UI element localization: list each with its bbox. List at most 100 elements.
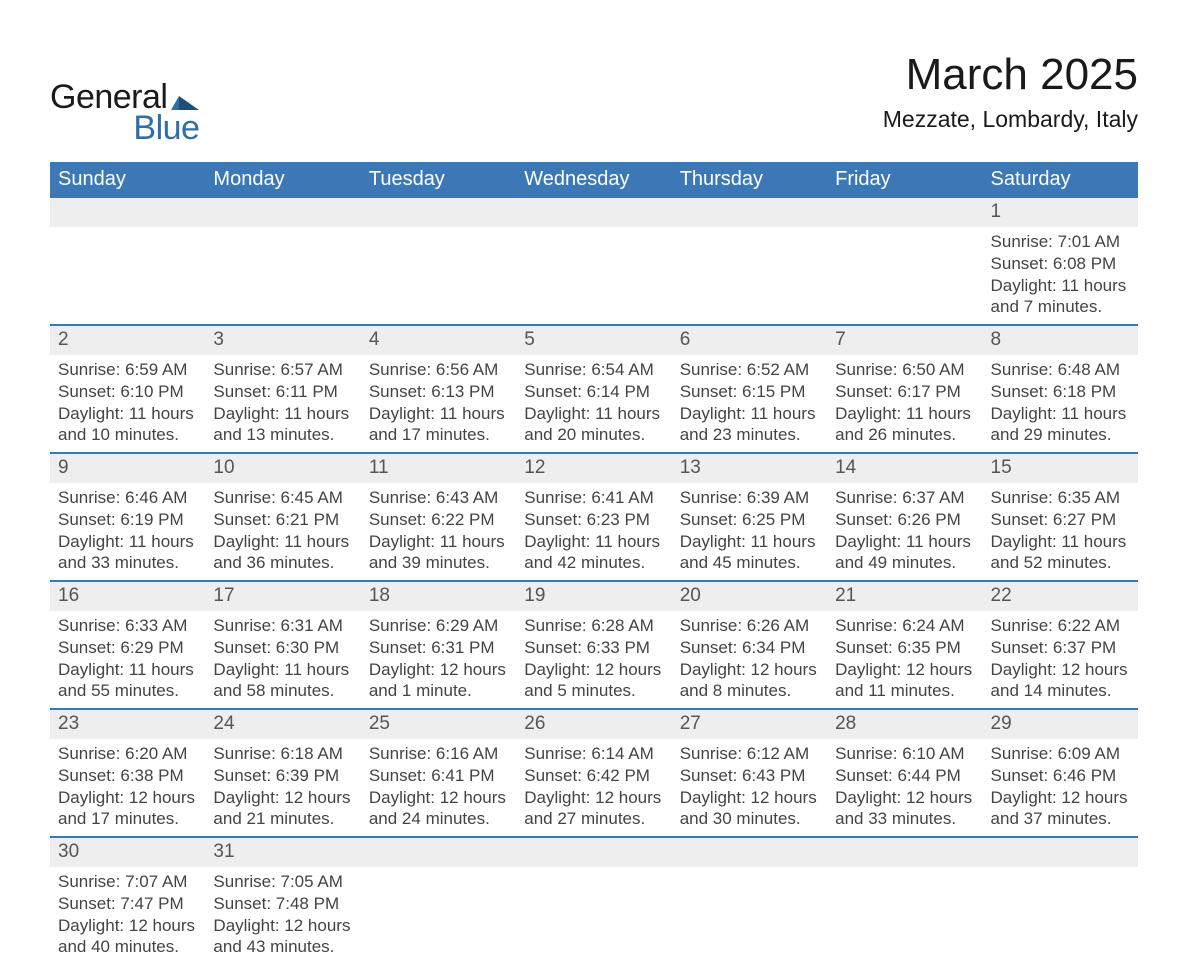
sunset-text: Sunset: 6:43 PM [680, 765, 819, 787]
day-number-cell: 8 [983, 325, 1138, 355]
daylight-text: Daylight: 12 hours and 27 minutes. [524, 787, 663, 831]
day-number-cell: 28 [827, 709, 982, 739]
day-detail-cell: Sunrise: 6:28 AMSunset: 6:33 PMDaylight:… [516, 611, 671, 709]
sunset-text: Sunset: 6:33 PM [524, 637, 663, 659]
day-detail-cell: Sunrise: 6:46 AMSunset: 6:19 PMDaylight:… [50, 483, 205, 581]
daylight-text: Daylight: 12 hours and 5 minutes. [524, 659, 663, 703]
day-detail-row: Sunrise: 7:07 AMSunset: 7:47 PMDaylight:… [50, 867, 1138, 964]
sunrise-text: Sunrise: 7:01 AM [991, 231, 1130, 253]
sunset-text: Sunset: 6:19 PM [58, 509, 197, 531]
day-number-cell: 31 [205, 837, 360, 867]
day-detail-cell: Sunrise: 6:24 AMSunset: 6:35 PMDaylight:… [827, 611, 982, 709]
day-number-cell [672, 198, 827, 227]
day-number-cell: 23 [50, 709, 205, 739]
sunset-text: Sunset: 6:13 PM [369, 381, 508, 403]
sunset-text: Sunset: 6:41 PM [369, 765, 508, 787]
day-number-cell [205, 198, 360, 227]
daylight-text: Daylight: 12 hours and 8 minutes. [680, 659, 819, 703]
day-number-cell: 15 [983, 453, 1138, 483]
day-number-cell [672, 837, 827, 867]
sunrise-text: Sunrise: 6:09 AM [991, 743, 1130, 765]
sunrise-text: Sunrise: 6:54 AM [524, 359, 663, 381]
day-number-row: 16171819202122 [50, 581, 1138, 611]
sunset-text: Sunset: 6:15 PM [680, 381, 819, 403]
day-number-row: 3031 [50, 837, 1138, 867]
day-number-cell: 20 [672, 581, 827, 611]
day-number-cell: 26 [516, 709, 671, 739]
day-number-cell [516, 837, 671, 867]
sunset-text: Sunset: 6:17 PM [835, 381, 974, 403]
daylight-text: Daylight: 12 hours and 40 minutes. [58, 915, 197, 959]
day-detail-cell: Sunrise: 6:59 AMSunset: 6:10 PMDaylight:… [50, 355, 205, 453]
daylight-text: Daylight: 12 hours and 14 minutes. [991, 659, 1130, 703]
day-detail-row: Sunrise: 6:46 AMSunset: 6:19 PMDaylight:… [50, 483, 1138, 581]
daylight-text: Daylight: 11 hours and 33 minutes. [58, 531, 197, 575]
day-number-cell [361, 198, 516, 227]
daylight-text: Daylight: 12 hours and 17 minutes. [58, 787, 197, 831]
day-number-cell: 27 [672, 709, 827, 739]
sunset-text: Sunset: 6:23 PM [524, 509, 663, 531]
sunrise-text: Sunrise: 6:28 AM [524, 615, 663, 637]
day-detail-cell: Sunrise: 6:41 AMSunset: 6:23 PMDaylight:… [516, 483, 671, 581]
day-number-cell: 21 [827, 581, 982, 611]
location-subtitle: Mezzate, Lombardy, Italy [883, 106, 1138, 133]
day-detail-cell: Sunrise: 6:50 AMSunset: 6:17 PMDaylight:… [827, 355, 982, 453]
day-detail-cell: Sunrise: 6:57 AMSunset: 6:11 PMDaylight:… [205, 355, 360, 453]
day-detail-cell: Sunrise: 6:56 AMSunset: 6:13 PMDaylight:… [361, 355, 516, 453]
day-number-cell: 25 [361, 709, 516, 739]
daylight-text: Daylight: 12 hours and 24 minutes. [369, 787, 508, 831]
day-number-cell: 13 [672, 453, 827, 483]
calendar-table: SundayMondayTuesdayWednesdayThursdayFrid… [50, 162, 1138, 964]
day-number-cell: 19 [516, 581, 671, 611]
day-header: Wednesday [516, 162, 671, 198]
sunrise-text: Sunrise: 6:57 AM [213, 359, 352, 381]
day-number-cell: 22 [983, 581, 1138, 611]
day-detail-cell: Sunrise: 6:29 AMSunset: 6:31 PMDaylight:… [361, 611, 516, 709]
day-detail-row: Sunrise: 6:59 AMSunset: 6:10 PMDaylight:… [50, 355, 1138, 453]
daylight-text: Daylight: 12 hours and 33 minutes. [835, 787, 974, 831]
sunrise-text: Sunrise: 6:16 AM [369, 743, 508, 765]
day-detail-cell: Sunrise: 6:43 AMSunset: 6:22 PMDaylight:… [361, 483, 516, 581]
daylight-text: Daylight: 11 hours and 17 minutes. [369, 403, 508, 447]
day-header: Sunday [50, 162, 205, 198]
sunrise-text: Sunrise: 7:05 AM [213, 871, 352, 893]
day-header: Tuesday [361, 162, 516, 198]
day-detail-cell [827, 867, 982, 964]
sunrise-text: Sunrise: 6:45 AM [213, 487, 352, 509]
sunset-text: Sunset: 6:29 PM [58, 637, 197, 659]
day-number-cell: 14 [827, 453, 982, 483]
month-title: March 2025 [883, 50, 1138, 100]
day-detail-cell: Sunrise: 6:48 AMSunset: 6:18 PMDaylight:… [983, 355, 1138, 453]
day-number-cell: 9 [50, 453, 205, 483]
day-detail-cell [50, 227, 205, 325]
sunrise-text: Sunrise: 6:43 AM [369, 487, 508, 509]
daylight-text: Daylight: 11 hours and 13 minutes. [213, 403, 352, 447]
sunrise-text: Sunrise: 6:50 AM [835, 359, 974, 381]
sunset-text: Sunset: 6:26 PM [835, 509, 974, 531]
sunrise-text: Sunrise: 6:48 AM [991, 359, 1130, 381]
sunrise-text: Sunrise: 6:12 AM [680, 743, 819, 765]
day-detail-row: Sunrise: 7:01 AMSunset: 6:08 PMDaylight:… [50, 227, 1138, 325]
day-number-cell [983, 837, 1138, 867]
sunrise-text: Sunrise: 6:14 AM [524, 743, 663, 765]
sunrise-text: Sunrise: 6:33 AM [58, 615, 197, 637]
day-detail-cell: Sunrise: 6:14 AMSunset: 6:42 PMDaylight:… [516, 739, 671, 837]
daylight-text: Daylight: 11 hours and 10 minutes. [58, 403, 197, 447]
sunrise-text: Sunrise: 6:18 AM [213, 743, 352, 765]
day-detail-cell [672, 227, 827, 325]
sunset-text: Sunset: 7:47 PM [58, 893, 197, 915]
sunrise-text: Sunrise: 7:07 AM [58, 871, 197, 893]
day-detail-row: Sunrise: 6:20 AMSunset: 6:38 PMDaylight:… [50, 739, 1138, 837]
logo-mark-icon [171, 90, 199, 115]
sunrise-text: Sunrise: 6:46 AM [58, 487, 197, 509]
logo: General Blue [50, 50, 199, 148]
title-block: March 2025 Mezzate, Lombardy, Italy [883, 50, 1138, 133]
day-number-cell [827, 198, 982, 227]
day-detail-cell [672, 867, 827, 964]
day-detail-cell: Sunrise: 6:54 AMSunset: 6:14 PMDaylight:… [516, 355, 671, 453]
day-detail-cell: Sunrise: 6:18 AMSunset: 6:39 PMDaylight:… [205, 739, 360, 837]
day-detail-row: Sunrise: 6:33 AMSunset: 6:29 PM Daylight:… [50, 611, 1138, 709]
day-number-row: 2345678 [50, 325, 1138, 355]
day-detail-cell [361, 867, 516, 964]
sunrise-text: Sunrise: 6:56 AM [369, 359, 508, 381]
